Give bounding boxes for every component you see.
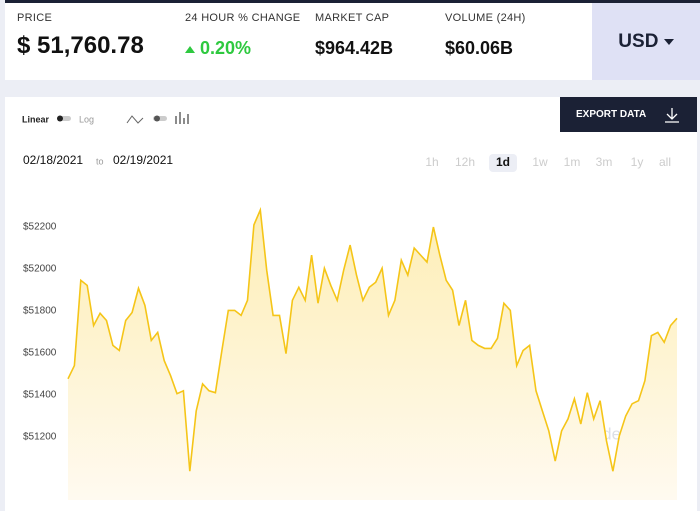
y-tick-label: $51200 [23, 432, 57, 443]
log-toggle[interactable]: Log [79, 114, 94, 124]
toggle-knob [154, 115, 160, 122]
up-arrow [185, 46, 195, 53]
y-tick-label: $52000 [23, 264, 57, 275]
change: 0.20% [200, 38, 252, 58]
range-button[interactable]: 1d [496, 155, 510, 169]
stat-label: PRICE [17, 12, 53, 24]
candle-icon[interactable] [175, 112, 189, 124]
stat-value: $60.06B [445, 38, 514, 58]
stat-value: $ 51,760.78 [17, 32, 144, 59]
stat-label: VOLUME (24H) [445, 12, 526, 24]
chart: Linear Log 02/18/2021 to 02/19/2021 1h 12… [22, 112, 678, 500]
range-button[interactable]: 1y [631, 155, 644, 169]
area [68, 210, 677, 500]
date-to-word: to [96, 156, 104, 166]
date-from[interactable]: 02/18/2021 [23, 153, 83, 167]
stat-label: 24 HOUR % CHANGE [185, 12, 301, 24]
range-button[interactable]: 3m [596, 155, 613, 169]
stat: MARKET CAP $964.42B [315, 12, 393, 59]
currency-select[interactable]: USD [592, 3, 700, 80]
line-icon[interactable] [126, 115, 144, 124]
export-label: EXPORT DATA [576, 109, 647, 120]
stats-bar: PRICE $ 51,760.78 24 HOUR % CHANGE 0.20% … [5, 0, 700, 80]
range-button[interactable]: 1m [564, 155, 581, 169]
stat-label: MARKET CAP [315, 12, 390, 24]
y-tick-label: $52200 [23, 222, 57, 233]
caret [663, 38, 674, 45]
y-tick-label: $51800 [23, 306, 57, 317]
range-button[interactable]: 1h [425, 155, 438, 169]
export-button[interactable]: EXPORT DATA [560, 97, 697, 132]
download-icon [665, 107, 680, 123]
y-tick-label: $51600 [23, 348, 57, 359]
price-line [67, 206, 678, 472]
range-button[interactable]: 12h [455, 155, 475, 169]
chart-panel: EXPORT DATA Linear Log 02/18/2021 to 02/… [5, 97, 697, 511]
stat: VOLUME (24H) $60.06B [445, 12, 526, 59]
stat: 24 HOUR % CHANGE 0.20% [185, 12, 300, 59]
stat-value: 0.20% [185, 38, 300, 59]
y-tick-label: $51400 [23, 390, 57, 401]
stat: PRICE $ 51,760.78 [17, 12, 144, 60]
range-selected[interactable] [489, 154, 517, 172]
currency: USD [618, 30, 659, 52]
stat-value: $964.42B [315, 38, 394, 58]
toggle-knob [57, 115, 63, 122]
range-button[interactable]: 1w [532, 155, 548, 169]
date-to[interactable]: 02/19/2021 [113, 153, 173, 167]
linear-toggle[interactable]: Linear [22, 114, 50, 124]
range-button[interactable]: all [659, 155, 671, 169]
